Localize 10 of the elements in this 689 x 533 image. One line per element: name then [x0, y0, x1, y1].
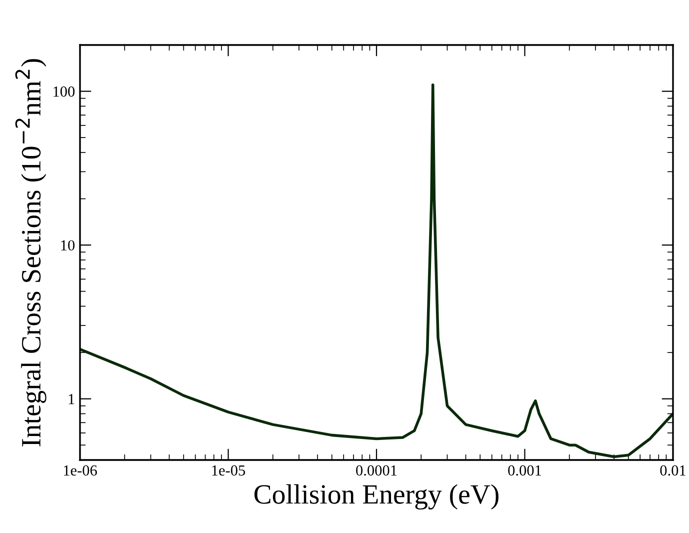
- y-tick-label: 100: [54, 86, 75, 97]
- x-tick-label: 0.0001: [356, 465, 397, 476]
- x-tick-label: 0.01: [660, 465, 686, 476]
- y-axis-title: Integral Cross Sections (10$^{−2}$nm$^{2}$): [15, 59, 46, 446]
- x-tick-label: 0.001: [508, 465, 542, 476]
- y-tick-label: 1: [68, 394, 74, 404]
- x-tick-label: 1e-05: [212, 465, 246, 476]
- x-axis-title: Collision Energy (eV): [254, 484, 498, 510]
- y-tick-label: 10: [61, 240, 75, 250]
- x-tick-label: 1e-06: [64, 465, 97, 476]
